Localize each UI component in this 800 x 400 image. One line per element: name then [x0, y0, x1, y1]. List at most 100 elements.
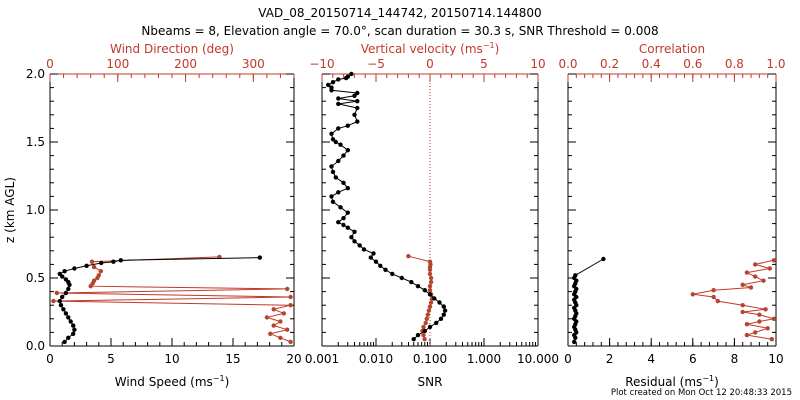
wind-speed-point — [72, 327, 77, 332]
x2-tick-label: 5 — [480, 57, 488, 71]
wind-direction-point — [51, 298, 56, 304]
vertical-velocity-point — [424, 316, 429, 321]
snr-point — [399, 275, 404, 281]
y-tick-label: 2.0 — [26, 67, 45, 81]
snr-point — [438, 316, 444, 321]
vertical-velocity-point — [426, 308, 432, 313]
x2-tick-label: 0.6 — [683, 57, 702, 71]
vertical-velocity-point — [406, 254, 411, 259]
correlation-point — [753, 274, 758, 279]
snr-point — [427, 324, 433, 330]
vertical-velocity-point — [427, 259, 433, 264]
x-tick-label: 0 — [564, 352, 572, 366]
vertical-velocity-point — [428, 279, 434, 285]
wind-speed-point — [57, 271, 62, 277]
x2-tick-label: 1.0 — [766, 57, 785, 71]
snr-point — [336, 96, 341, 101]
residual-line — [573, 258, 604, 343]
x-tick-label: 0.010 — [359, 352, 393, 366]
residual-point — [573, 273, 578, 278]
snr-point — [355, 99, 360, 104]
snr-point — [434, 320, 439, 326]
snr-point — [378, 263, 383, 268]
correlation-point — [744, 332, 750, 338]
snr-point — [442, 308, 448, 313]
wind-direction-point — [89, 259, 95, 264]
footer-note: Plot created on Mon Oct 12 20:48:33 2015 — [611, 388, 792, 398]
residual-point — [572, 339, 577, 345]
snr-point — [352, 93, 357, 99]
correlation-point — [763, 307, 768, 312]
snr-point — [441, 304, 446, 309]
wind-speed-point — [63, 277, 69, 282]
snr-point — [333, 175, 338, 180]
snr-point — [441, 312, 446, 317]
x-tick-label: 0.100 — [413, 352, 447, 366]
snr-point — [336, 220, 341, 225]
correlation-point — [761, 278, 766, 283]
snr-point — [345, 210, 350, 215]
vertical-velocity-point — [422, 337, 427, 342]
correlation-point — [740, 309, 745, 315]
snr-line — [327, 73, 446, 340]
wind-direction-point — [271, 307, 276, 312]
x2-tick-label: 10 — [530, 57, 545, 71]
snr-point — [329, 164, 334, 169]
snr-point — [355, 119, 360, 124]
snr-point — [349, 235, 354, 240]
x2-tick-label: 0.0 — [558, 57, 577, 71]
x2-tick-label: 200 — [174, 57, 197, 71]
correlation-point — [711, 288, 716, 293]
wind-direction-point — [278, 319, 283, 324]
wind-direction-point — [91, 278, 97, 283]
snr-point — [427, 292, 433, 297]
y-tick-label: 1.5 — [26, 135, 45, 149]
x2-axis-label: Vertical velocity (ms−1) — [361, 41, 500, 56]
snr-point — [336, 158, 341, 164]
vertical-velocity-point — [427, 284, 433, 289]
x-tick-label: 5 — [107, 352, 115, 366]
vertical-velocity-point — [427, 304, 433, 309]
wind-direction-point — [288, 294, 293, 300]
panel-snr: 0.001 0.010 0.100 1.000 10.000 SNR −10 −5 0 5 10 Ve… — [305, 41, 559, 389]
x-tick-label: 15 — [225, 352, 240, 366]
x-axis-label: Residual (ms−1) — [625, 374, 719, 389]
x-axis-label: Wind Speed (ms−1) — [115, 374, 230, 389]
snr-point — [338, 142, 343, 147]
snr-point — [330, 80, 336, 85]
wind-direction-point — [281, 311, 286, 316]
snr-point — [345, 186, 350, 191]
x2-tick-label: 0 — [46, 57, 54, 71]
y-axis-label: z (km AGL) — [3, 177, 17, 243]
correlation-point — [771, 316, 777, 321]
correlation-point — [757, 319, 762, 324]
y-tick-label: 1.0 — [26, 203, 45, 217]
snr-point — [357, 243, 362, 248]
snr-point — [336, 77, 341, 82]
wind-direction-point — [285, 327, 290, 332]
vertical-velocity-point — [421, 332, 426, 338]
wind-speed-point — [61, 307, 66, 312]
correlation-point — [690, 292, 695, 297]
wind-speed-point — [62, 339, 67, 345]
x2-tick-label: 300 — [242, 57, 265, 71]
panel-residual: 0 2 4 6 8 10 Residual (ms−1) 0.0 0.2 0.4 0.6 0.8 1.0… — [558, 42, 785, 389]
y-tick-label: 0.5 — [26, 271, 45, 285]
snr-point — [330, 199, 336, 204]
x-tick-label: 10 — [768, 352, 783, 366]
wind-direction-line — [53, 256, 291, 343]
panel-wind: 0.0 0.5 1.0 1.5 2.0 z (km AGL) 0 5 10 15 20 Wind Sp… — [3, 42, 302, 389]
snr-point — [355, 90, 360, 96]
snr-point — [345, 148, 350, 153]
snr-point — [345, 74, 350, 79]
snr-point — [329, 194, 334, 199]
snr-point — [390, 271, 395, 277]
correlation-point — [744, 270, 750, 275]
correlation-point — [744, 322, 750, 327]
snr-point — [336, 101, 341, 107]
snr-point — [422, 288, 427, 293]
snr-point — [355, 105, 360, 111]
snr-point — [373, 259, 379, 264]
